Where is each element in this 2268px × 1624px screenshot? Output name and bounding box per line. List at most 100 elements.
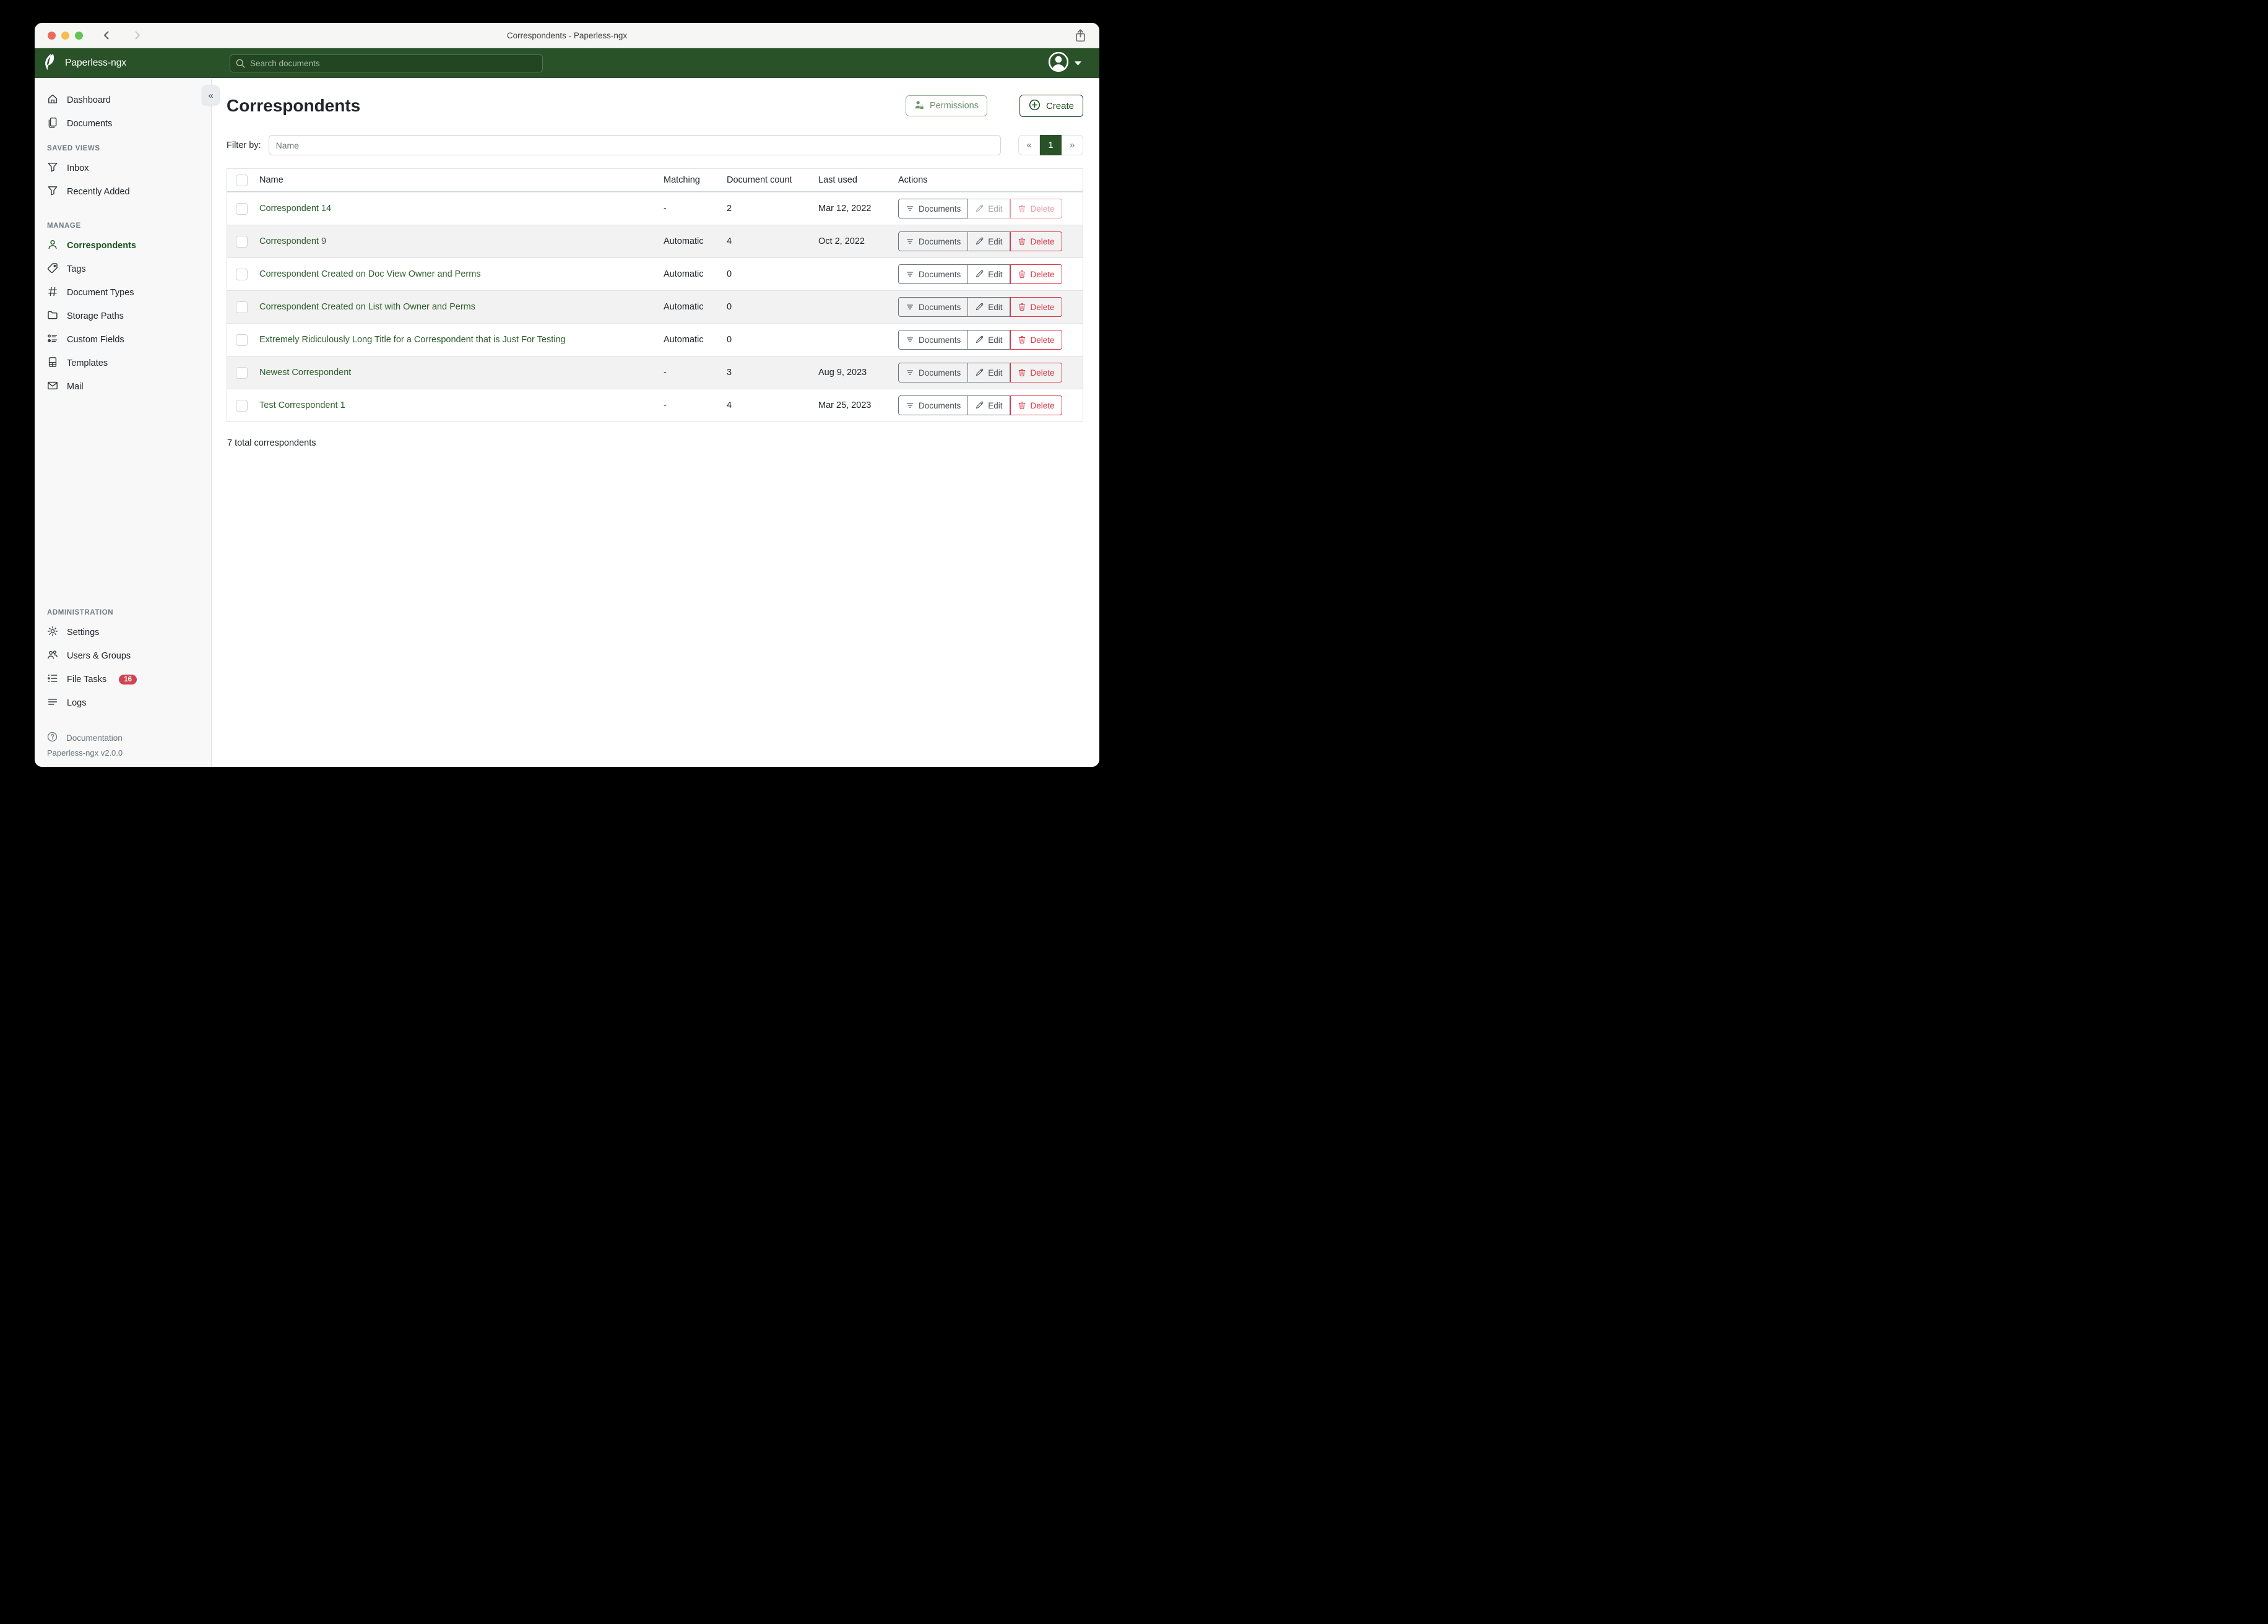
row-checkbox[interactable] [236,399,248,412]
brand[interactable]: Paperless-ngx [35,53,230,73]
sidebar-item-file-tasks[interactable]: File Tasks 16 [35,668,211,691]
row-checkbox[interactable] [236,301,248,313]
pencil-icon [975,368,984,377]
filter-label: Filter by: [227,140,261,150]
sidebar-item-document-types[interactable]: Document Types [35,281,211,304]
share-icon[interactable] [1074,28,1087,46]
sidebar-item-dashboard[interactable]: Dashboard [35,89,211,112]
delete-button[interactable]: Delete [1010,297,1062,317]
document-count-value: 0 [727,269,732,279]
sidebar-item-users-groups[interactable]: Users & Groups [35,644,211,668]
sidebar-item-mail[interactable]: Mail [35,375,211,399]
create-button[interactable]: Create [1019,95,1083,117]
delete-button[interactable]: Delete [1010,199,1062,218]
sidebar-item-logs[interactable]: Logs [35,691,211,715]
column-header-document-count[interactable]: Document count [727,175,792,185]
main-content: Correspondents Permissions Create Filter… [212,78,1099,767]
sidebar-item-documentation[interactable]: Documentation [35,728,211,747]
minimize-window-button[interactable] [61,31,69,40]
select-all-checkbox[interactable] [236,174,248,186]
edit-button[interactable]: Edit [968,363,1010,382]
permissions-button[interactable]: Permissions [906,95,987,116]
sidebar-item-tags[interactable]: Tags [35,257,211,281]
page-title: Correspondents [227,96,361,115]
correspondent-link[interactable]: Correspondent Created on Doc View Owner … [259,269,481,279]
edit-button[interactable]: Edit [968,297,1010,317]
sidebar-item-label: Storage Paths [67,311,124,321]
matching-value: - [664,204,667,214]
total-count: 7 total correspondents [227,438,316,448]
column-header-matching[interactable]: Matching [664,175,700,185]
correspondent-link[interactable]: Newest Correspondent [259,368,352,378]
delete-button[interactable]: Delete [1010,231,1062,251]
documents-button[interactable]: Documents [898,330,969,350]
zoom-window-button[interactable] [75,31,83,40]
browser-forward-icon[interactable] [132,30,142,40]
row-checkbox[interactable] [236,202,248,215]
sidebar-item-recently-added[interactable]: Recently Added [35,180,211,204]
sidebar-item-settings[interactable]: Settings [35,621,211,644]
app-version: Paperless-ngx v2.0.0 [47,748,123,758]
matching-value: Automatic [664,335,704,345]
correspondent-link[interactable]: Correspondent 9 [259,236,327,246]
edit-button[interactable]: Edit [968,395,1010,415]
documents-button[interactable]: Documents [898,199,969,218]
matching-value: Automatic [664,269,704,279]
correspondent-link[interactable]: Extremely Ridiculously Long Title for a … [259,335,566,345]
delete-button[interactable]: Delete [1010,363,1062,382]
documents-button[interactable]: Documents [898,264,969,284]
sidebar-item-label: Document Types [67,288,134,298]
pagination-prev-button[interactable]: « [1018,135,1040,155]
delete-button[interactable]: Delete [1010,395,1062,415]
chevron-down-icon [1075,58,1081,69]
trash-icon [1018,335,1026,344]
sidebar-item-documents[interactable]: Documents [35,112,211,136]
search-input[interactable] [230,54,543,72]
last-used-value: Oct 2, 2022 [818,236,865,246]
edit-button[interactable]: Edit [968,199,1010,218]
filter-icon [906,204,914,213]
row-checkbox[interactable] [236,268,248,280]
documents-button[interactable]: Documents [898,395,969,415]
pencil-icon [975,303,984,311]
correspondent-link[interactable]: Test Correspondent 1 [259,400,345,410]
filter-icon [906,401,914,410]
sidebar-collapse-button[interactable]: « [202,85,220,105]
document-count-value: 4 [727,236,732,246]
correspondent-link[interactable]: Correspondent Created on List with Owner… [259,302,475,312]
people-icon [47,649,58,663]
documents-button[interactable]: Documents [898,297,969,317]
edit-button[interactable]: Edit [968,231,1010,251]
row-checkbox[interactable] [236,366,248,379]
edit-button[interactable]: Edit [968,330,1010,350]
correspondent-link[interactable]: Correspondent 14 [259,204,332,214]
home-icon [47,93,58,107]
table-row: Test Correspondent 1 - 4 Mar 25, 2023 Do… [227,389,1083,421]
pagination-next-button[interactable]: » [1062,135,1083,155]
filter-icon [906,303,914,311]
edit-button[interactable]: Edit [968,264,1010,284]
sidebar-item-storage-paths[interactable]: Storage Paths [35,304,211,328]
sidebar-item-templates[interactable]: Templates [35,352,211,375]
sidebar-item-inbox[interactable]: Inbox [35,157,211,180]
plus-circle-icon [1029,99,1041,113]
column-header-last-used[interactable]: Last used [818,175,857,185]
close-window-button[interactable] [48,31,56,40]
sidebar-item-custom-fields[interactable]: Custom Fields [35,328,211,352]
row-checkbox[interactable] [236,334,248,346]
window-controls [48,31,83,40]
column-header-name[interactable]: Name [259,175,284,185]
window-title: Correspondents - Paperless-ngx [506,30,628,40]
documents-button[interactable]: Documents [898,231,969,251]
delete-button[interactable]: Delete [1010,264,1062,284]
row-checkbox[interactable] [236,235,248,248]
delete-button[interactable]: Delete [1010,330,1062,350]
browser-back-icon[interactable] [102,30,111,40]
sidebar-item-label: Custom Fields [67,335,124,345]
sidebar-item-correspondents[interactable]: Correspondents [35,234,211,257]
documents-button[interactable]: Documents [898,363,969,382]
filter-name-input[interactable] [268,135,1001,155]
pagination-page-1[interactable]: 1 [1040,135,1062,155]
pencil-icon [975,270,984,279]
user-menu[interactable] [1048,51,1081,76]
